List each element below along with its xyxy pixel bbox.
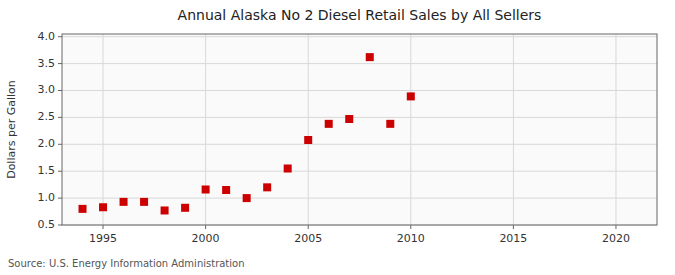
- tick-label: 1.5: [38, 164, 56, 177]
- point: [284, 165, 292, 173]
- tick-mark: [58, 63, 62, 64]
- tick-mark: [58, 225, 62, 226]
- point: [202, 185, 210, 193]
- point: [222, 186, 230, 194]
- point: [79, 205, 87, 213]
- grid-line: [410, 34, 411, 225]
- tick-mark: [103, 225, 104, 229]
- tick-label: 3.0: [38, 83, 56, 96]
- tick-mark: [58, 198, 62, 199]
- tick-label: 2005: [294, 232, 322, 245]
- point: [325, 120, 333, 128]
- tick-label: 2000: [192, 232, 220, 245]
- grid-line: [103, 34, 104, 225]
- plot-area: [62, 34, 657, 225]
- point: [243, 194, 251, 202]
- tick-mark: [58, 117, 62, 118]
- tick-mark: [58, 144, 62, 145]
- grid-line: [62, 171, 657, 172]
- tick-label: 2015: [499, 232, 527, 245]
- axis-label: Dollars per Gallon: [5, 80, 18, 179]
- tick-label: 2.0: [38, 137, 56, 150]
- grid-line: [205, 34, 206, 225]
- points: [79, 53, 415, 214]
- grid-line: [62, 144, 657, 145]
- point: [161, 206, 169, 214]
- grid-line: [308, 34, 309, 225]
- title: Annual Alaska No 2 Diesel Retail Sales b…: [178, 7, 542, 23]
- point: [181, 204, 189, 212]
- grid-line: [62, 36, 657, 37]
- grid: [62, 34, 657, 225]
- grid-line: [62, 198, 657, 199]
- tick-label: 2010: [397, 232, 425, 245]
- axes: 0.5 1.0 1.5 2.0 2.5 3.0 3.5 4.0 1995 2000 2005 2010…: [38, 30, 658, 245]
- point: [345, 115, 353, 123]
- point: [263, 183, 271, 191]
- tick-mark: [58, 90, 62, 91]
- tick-label: 0.5: [38, 218, 56, 231]
- tick-label: 4.0: [38, 30, 56, 43]
- tick-mark: [410, 225, 411, 229]
- grid-line: [62, 117, 657, 118]
- tick-label: 3.5: [38, 57, 56, 70]
- tick-mark: [615, 225, 616, 229]
- tick-label: 1995: [89, 232, 117, 245]
- tick-label: 2.5: [38, 110, 56, 123]
- point: [99, 203, 107, 211]
- plot-frame: [62, 34, 657, 225]
- point: [120, 198, 128, 206]
- point: [407, 92, 415, 100]
- tick-mark: [513, 225, 514, 229]
- chart: 0.5 1.0 1.5 2.0 2.5 3.0 3.5 4.0 1995 2000 2005 2010…: [0, 0, 675, 275]
- annotation: Source: U.S. Energy Information Administ…: [8, 258, 245, 269]
- grid-line: [513, 34, 514, 225]
- point: [386, 120, 394, 128]
- tick-mark: [58, 171, 62, 172]
- tick-mark: [58, 36, 62, 37]
- tick-label: 2020: [602, 232, 630, 245]
- grid-line: [615, 34, 616, 225]
- grid-line: [62, 63, 657, 64]
- grid-line: [62, 90, 657, 91]
- tick-label: 1.0: [38, 191, 56, 204]
- point: [366, 53, 374, 61]
- point: [140, 198, 148, 206]
- tick-mark: [308, 225, 309, 229]
- point: [304, 136, 312, 144]
- tick-mark: [205, 225, 206, 229]
